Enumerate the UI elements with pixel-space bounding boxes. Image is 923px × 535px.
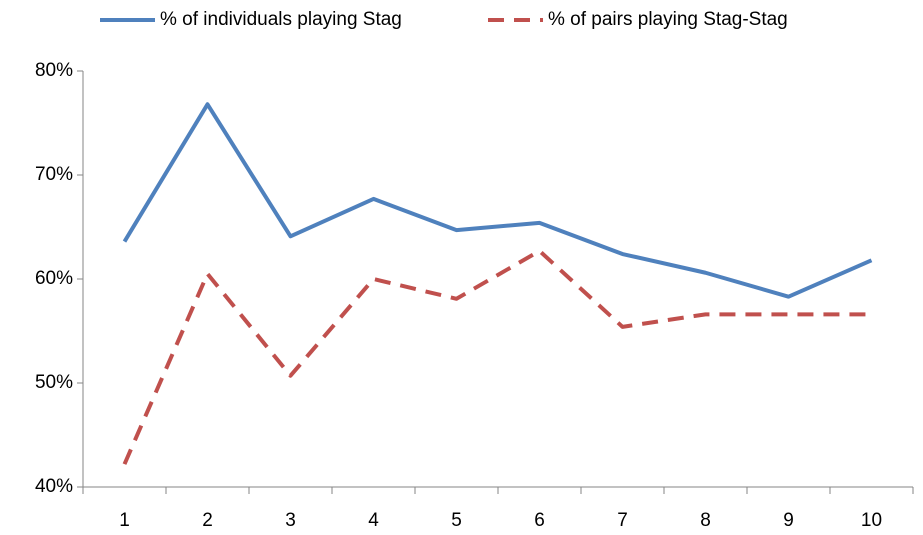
x-tick-label: 7 [617, 510, 628, 531]
x-tick-label: 10 [861, 510, 882, 531]
x-tick-label: 2 [202, 510, 213, 531]
legend-label: % of pairs playing Stag-Stag [548, 9, 788, 30]
x-tick-label: 4 [368, 510, 379, 531]
y-tick-label: 70% [35, 164, 73, 185]
series-line [122, 248, 872, 465]
y-tick-label: 60% [35, 268, 73, 289]
x-tick-label: 6 [534, 510, 545, 531]
x-tick-label: 1 [119, 510, 130, 531]
x-tick-label: 8 [700, 510, 711, 531]
x-tick-label: 5 [451, 510, 462, 531]
x-tick-label: 9 [783, 510, 794, 531]
series-line [122, 102, 873, 299]
legend-label: % of individuals playing Stag [160, 9, 402, 30]
y-tick-label: 80% [35, 60, 73, 81]
y-tick-label: 40% [35, 476, 73, 497]
y-tick-label: 50% [35, 372, 73, 393]
x-tick-label: 3 [285, 510, 296, 531]
